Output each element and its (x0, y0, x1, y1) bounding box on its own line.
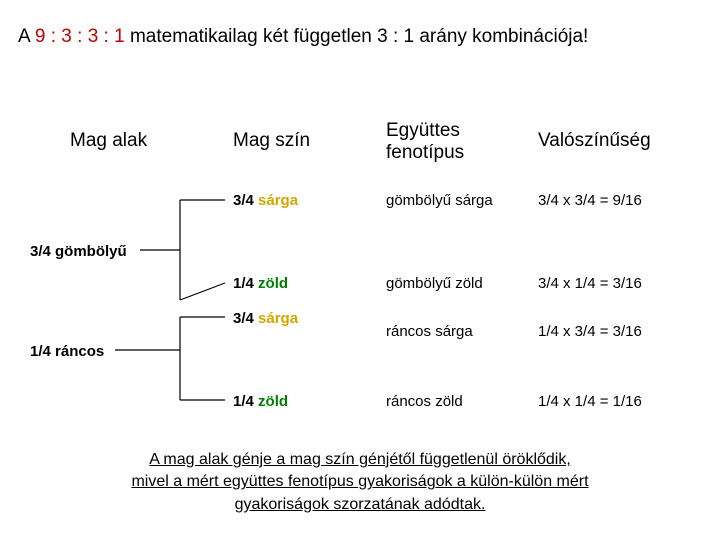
color-frac: 3/4 (233, 310, 258, 327)
header-phenotype-line1: Együttes (386, 120, 460, 141)
phenotype-row-3: ráncos sárga (386, 323, 473, 340)
color-name-green-icon: zöld (258, 393, 288, 410)
footer-line-1: A mag alak génje a mag szín génjétől füg… (149, 451, 571, 468)
probability-row-2: 3/4 x 1/4 = 3/16 (538, 275, 642, 292)
color-label-yellow-2: 3/4 sárga (233, 310, 298, 327)
header-probability: Valószínűség (538, 130, 651, 152)
color-name-yellow-icon: sárga (258, 192, 298, 209)
color-name-yellow-icon: sárga (258, 310, 298, 327)
color-label-green-2: 1/4 zöld (233, 393, 288, 410)
probability-row-1: 3/4 x 3/4 = 9/16 (538, 192, 642, 209)
page-title: A 9 : 3 : 3 : 1 matematikailag két függe… (18, 26, 588, 48)
title-prefix: A (18, 26, 35, 47)
footer-note: A mag alak génje a mag szín génjétől füg… (0, 449, 720, 516)
probability-row-3: 1/4 x 3/4 = 3/16 (538, 323, 642, 340)
header-color: Mag szín (233, 130, 310, 152)
footer-line-3: gyakoriságok szorzatának adódtak. (235, 496, 486, 513)
color-label-green-1: 1/4 zöld (233, 275, 288, 292)
phenotype-row-2: gömbölyű zöld (386, 275, 483, 292)
color-label-yellow-1: 3/4 sárga (233, 192, 298, 209)
shape-label-wrinkled: 1/4 ráncos (30, 343, 104, 360)
header-phenotype-line2: fenotípus (386, 142, 464, 163)
phenotype-row-4: ráncos zöld (386, 393, 463, 410)
footer-line-2: mivel a mért együttes fenotípus gyakoris… (131, 473, 588, 490)
color-frac: 3/4 (233, 192, 258, 209)
probability-row-4: 1/4 x 1/4 = 1/16 (538, 393, 642, 410)
color-frac: 1/4 (233, 393, 258, 410)
header-phenotype: Együttes fenotípus (386, 120, 464, 164)
color-name-green-icon: zöld (258, 275, 288, 292)
header-shape: Mag alak (70, 130, 147, 152)
phenotype-row-1: gömbölyű sárga (386, 192, 493, 209)
shape-label-round: 3/4 gömbölyű (30, 243, 127, 260)
title-ratio: 9 : 3 : 3 : 1 (35, 26, 125, 47)
color-frac: 1/4 (233, 275, 258, 292)
title-suffix: matematikailag két független 3 : 1 arány… (125, 26, 589, 47)
